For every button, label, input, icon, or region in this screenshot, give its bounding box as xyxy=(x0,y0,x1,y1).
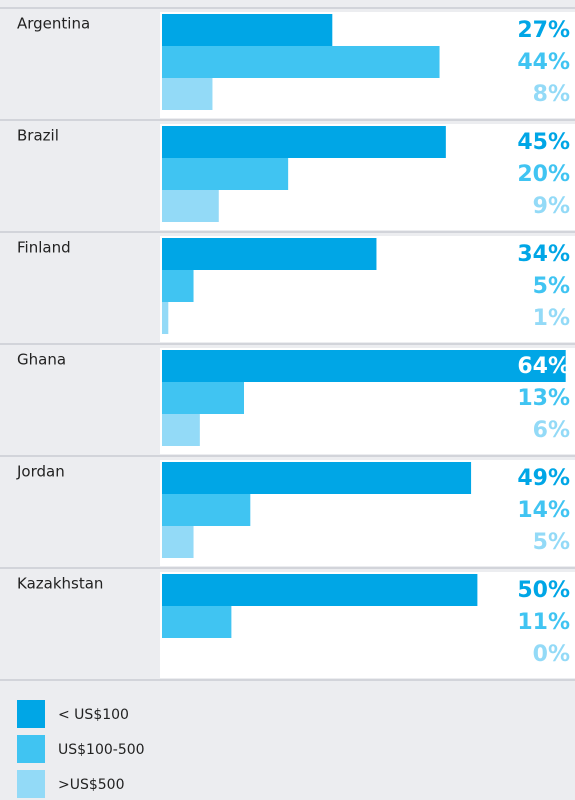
bar xyxy=(162,46,440,78)
value-label: 50% xyxy=(517,578,570,603)
bar xyxy=(162,414,200,446)
bar xyxy=(162,78,213,110)
bar xyxy=(162,158,289,190)
bar xyxy=(162,190,219,222)
legend-swatch xyxy=(17,770,45,798)
category-label: Kazakhstan xyxy=(17,575,103,593)
bar xyxy=(162,526,194,558)
bar xyxy=(162,238,377,270)
bar xyxy=(162,574,478,606)
legend-label: < US$100 xyxy=(58,707,129,723)
category-label: Finland xyxy=(17,239,71,257)
value-label: 14% xyxy=(517,498,570,523)
legend-swatch xyxy=(17,700,45,728)
category-label: Jordan xyxy=(16,463,65,481)
value-label: 9% xyxy=(533,194,570,219)
legend-swatch xyxy=(17,735,45,763)
category-label: Brazil xyxy=(17,127,59,145)
bar xyxy=(162,302,169,334)
value-label: 1% xyxy=(533,306,570,331)
value-label: 8% xyxy=(533,82,570,107)
bar xyxy=(162,350,566,382)
bar xyxy=(162,14,333,46)
value-label: 6% xyxy=(533,418,570,443)
value-label: 44% xyxy=(517,50,570,75)
bar xyxy=(162,606,232,638)
value-label: 13% xyxy=(517,386,570,411)
bar xyxy=(162,494,251,526)
value-label: 64% xyxy=(517,354,570,379)
value-label: 27% xyxy=(517,18,570,43)
bar xyxy=(162,270,194,302)
value-label: 5% xyxy=(533,530,570,555)
value-label: 0% xyxy=(533,642,570,667)
bar xyxy=(162,382,244,414)
value-label: 20% xyxy=(517,162,570,187)
bar xyxy=(162,462,472,494)
value-label: 45% xyxy=(517,130,570,155)
legend-label: US$100-500 xyxy=(58,742,145,758)
category-label: Ghana xyxy=(17,351,66,369)
value-label: 49% xyxy=(517,466,570,491)
category-label: Argentina xyxy=(17,15,90,33)
bar xyxy=(162,126,446,158)
value-label: 34% xyxy=(517,242,570,267)
legend-label: >US$500 xyxy=(58,777,125,793)
value-label: 11% xyxy=(517,610,570,635)
value-label: 5% xyxy=(533,274,570,299)
